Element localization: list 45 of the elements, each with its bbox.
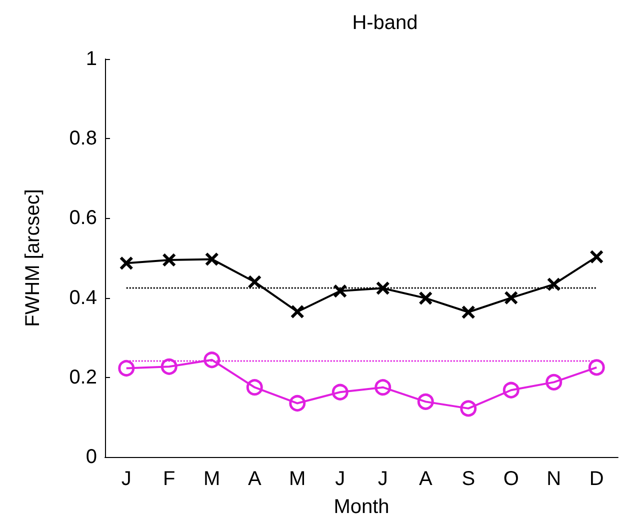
point [160,358,178,375]
point [118,360,135,376]
x-tick-label: J [378,468,388,490]
y-tick-label: 0 [86,446,97,468]
point [162,252,176,267]
point [460,400,477,417]
point [588,359,605,376]
x-tick-label: O [503,468,519,490]
point [248,274,262,289]
x-tick-label: D [589,468,604,490]
x-tick-label: M [289,468,306,490]
point [204,252,219,266]
point [376,281,390,296]
point [332,384,348,400]
point [204,352,220,368]
point [418,291,433,306]
x-tick-label: S [462,468,476,490]
point [374,379,392,396]
point [246,379,263,396]
y-tick-label: 0.6 [69,207,97,230]
x-tick-label: N [546,468,562,490]
x-tick-label: M [204,468,220,490]
point [461,305,476,320]
point [546,374,562,390]
y-tick-label: 0.4 [69,286,97,309]
point [417,393,434,410]
y-tick-label: 1 [86,48,97,70]
point [502,382,520,398]
point [119,256,134,270]
point [590,250,604,264]
x-tick-label: F [163,468,176,490]
y-tick-label: 0.8 [69,128,97,150]
x-tick-label: A [248,468,262,490]
y-axis-title: FWHM [arcsec] [22,189,44,327]
y-tick-label: 0.2 [69,366,97,388]
x-tick-label: J [335,468,346,490]
x-tick-label: J [121,468,132,490]
point [504,290,518,305]
chart-title: H-band [352,12,418,34]
point [290,304,304,319]
point [333,284,348,298]
x-tick-label: A [418,468,433,490]
point [546,277,561,292]
x-axis-title: Month [334,496,390,518]
point [289,395,306,412]
